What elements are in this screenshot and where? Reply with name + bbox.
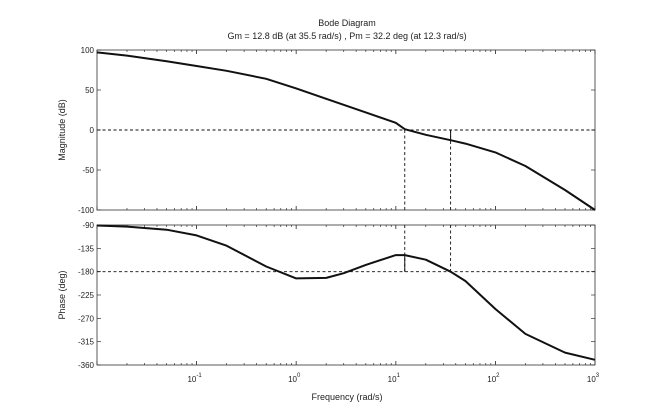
- magnitude-y-axis-label: Magnitude (dB): [57, 99, 67, 161]
- phase-y-tick-label: -360: [78, 361, 95, 370]
- phase-curve: [96, 224, 596, 361]
- chart-title: Bode Diagram: [318, 18, 376, 28]
- phase-y-tick-label: -180: [78, 268, 95, 277]
- phase-plot-area: [96, 224, 596, 366]
- magnitude-curve: [96, 51, 596, 211]
- magnitude-y-tick-label: 0: [90, 126, 95, 135]
- phase-y-tick-label: -270: [78, 314, 95, 323]
- magnitude-y-tick-label: 50: [85, 86, 94, 95]
- chart-subtitle: Gm = 12.8 dB (at 35.5 rad/s) , Pm = 32.2…: [227, 31, 466, 41]
- phase-y-tick-label: -90: [82, 221, 94, 230]
- x-tick-label: 10-1: [187, 373, 202, 384]
- x-tick-label: 103: [587, 373, 600, 384]
- magnitude-y-tick-label: -50: [82, 166, 94, 175]
- phase-y-tick-label: -135: [78, 244, 95, 253]
- magnitude-y-tick-label: -100: [78, 206, 95, 215]
- magnitude-y-tick-label: 100: [81, 46, 95, 55]
- frequency-x-ticks: 10-1 100 101 102 103: [96, 50, 600, 384]
- x-tick-label: 100: [288, 373, 301, 384]
- phase-y-tick-label: -315: [78, 338, 95, 347]
- x-axis-label: Frequency (rad/s): [311, 392, 382, 402]
- phase-y-tick-label: -225: [78, 291, 95, 300]
- x-tick-label: 102: [487, 373, 500, 384]
- x-tick-label: 101: [388, 373, 401, 384]
- phase-y-ticks: -90 -135 -180 -225 -270 -315 -360: [78, 221, 595, 370]
- magnitude-reference-lines: [97, 129, 595, 210]
- phase-y-axis-label: Phase (deg): [57, 270, 67, 319]
